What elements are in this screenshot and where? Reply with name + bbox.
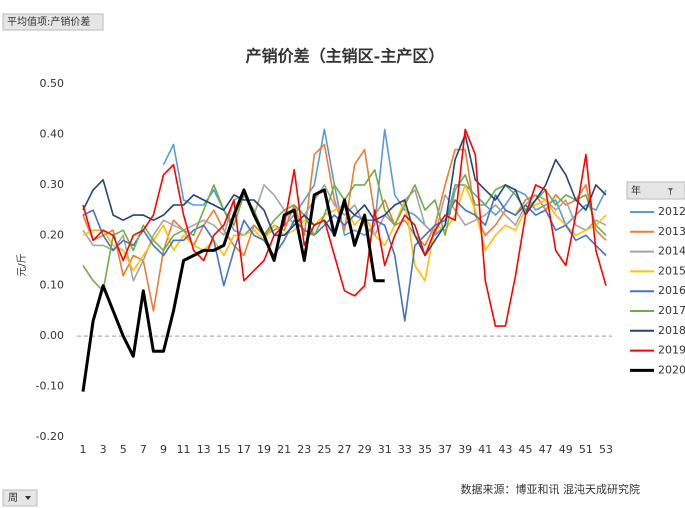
x-tick-label: 5	[120, 443, 127, 456]
y-tick-label: 0.30	[40, 178, 65, 191]
y-tick-label: -0.10	[36, 380, 64, 393]
x-tick-label: 21	[277, 443, 291, 456]
x-tick-label: 43	[498, 443, 512, 456]
dropdown-icon	[25, 496, 31, 500]
value-field-label: 平均值项:产销价差	[7, 15, 90, 28]
x-tick-label: 53	[599, 443, 613, 456]
legend-label: 2018	[658, 324, 685, 337]
series-line	[82, 184, 607, 282]
row-field-label: 周	[8, 492, 18, 504]
x-tick-label: 47	[539, 443, 553, 456]
x-tick-label: 27	[338, 443, 352, 456]
series-line	[82, 128, 607, 327]
x-tick-label: 1	[80, 443, 87, 456]
x-tick-label: 37	[438, 443, 452, 456]
x-tick-label: 17	[237, 443, 251, 456]
value-field-button[interactable]	[2, 13, 104, 31]
y-tick-label: 0.20	[40, 228, 65, 241]
legend-label: 2017	[658, 304, 685, 317]
series-line	[82, 143, 607, 312]
filter-icon	[668, 188, 673, 195]
row-field-button[interactable]	[2, 489, 38, 507]
legend-label: 2016	[658, 284, 685, 297]
legend-label: 2020	[658, 363, 685, 376]
legend-label: 2013	[658, 225, 685, 238]
legend-field-label: 年	[631, 184, 641, 197]
series-line	[81, 188, 385, 392]
x-tick-label: 39	[458, 443, 472, 456]
x-tick-label: 35	[418, 443, 432, 456]
x-tick-label: 19	[257, 443, 271, 456]
legend-label: 2015	[658, 264, 685, 277]
x-tick-label: 29	[358, 443, 372, 456]
series-line	[82, 133, 607, 257]
x-tick-label: 3	[100, 443, 107, 456]
y-tick-label: -0.20	[36, 430, 64, 443]
x-tick-label: 9	[160, 443, 167, 456]
x-tick-label: 31	[378, 443, 392, 456]
legend-label: 2012	[658, 205, 685, 218]
x-tick-label: 13	[197, 443, 211, 456]
x-tick-label: 23	[297, 443, 311, 456]
legend-label: 2014	[658, 245, 685, 258]
x-tick-label: 7	[140, 443, 147, 456]
x-tick-label: 41	[478, 443, 492, 456]
y-tick-label: 0.10	[40, 279, 65, 292]
y-tick-label: 0.40	[40, 127, 65, 140]
y-axis-label: 元/斤	[16, 253, 28, 276]
legend-label: 2019	[658, 344, 685, 357]
x-tick-label: 25	[317, 443, 331, 456]
y-tick-label: 0.50	[40, 77, 65, 90]
source-note: 数据来源：博亚和讯 混沌天成研究院	[461, 482, 641, 496]
x-tick-label: 45	[519, 443, 533, 456]
y-tick-label: 0.00	[40, 329, 65, 342]
x-tick-label: 51	[579, 443, 593, 456]
x-tick-label: 11	[177, 443, 191, 456]
x-tick-label: 33	[398, 443, 412, 456]
x-tick-label: 15	[217, 443, 231, 456]
chart-title: 产销价差（主销区-主产区）	[246, 47, 445, 66]
x-tick-label: 49	[559, 443, 573, 456]
series-line	[82, 194, 607, 322]
